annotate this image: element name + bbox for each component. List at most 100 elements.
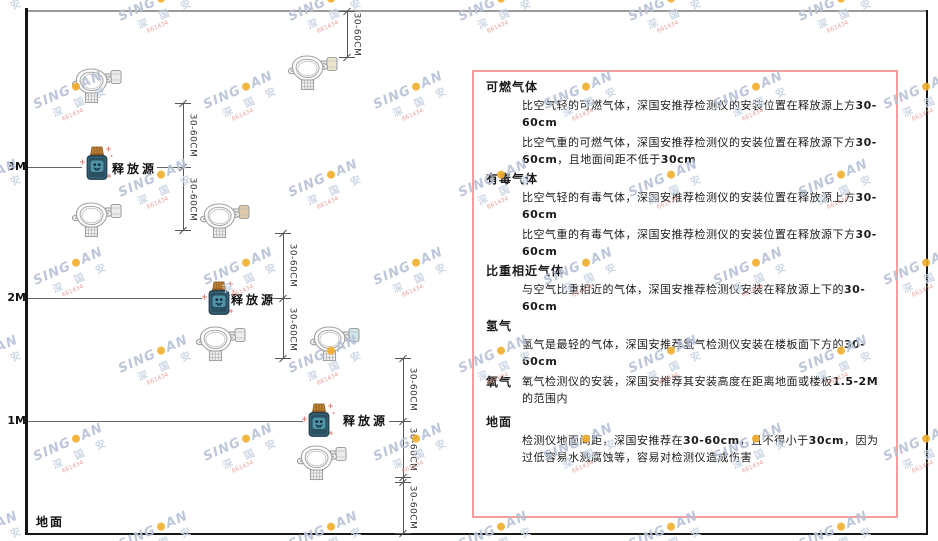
dimension-label: 30-60CM	[407, 367, 418, 412]
watermark-brand: SINGAN	[0, 332, 21, 356]
brand-dot-icon	[835, 0, 847, 5]
watermark-cn: 深 国 安	[646, 0, 708, 32]
brand-dot-icon	[665, 521, 677, 533]
section-paragraph: 氧气检测仪的安装，深国安推荐其安装高度在距离地面或楼板1.5-2M的范围内	[522, 375, 879, 405]
dimension-label: 30-60CM	[287, 307, 298, 352]
release-source-icon	[80, 145, 114, 183]
section-paragraph: 比空气重的可燃气体，深国安推荐检测仪的安装位置在释放源下方30-60cm，且地面…	[522, 136, 877, 166]
axis-label-1m: 1M	[7, 414, 26, 427]
release-source-label: 释放源	[343, 414, 389, 428]
brand-dot-icon	[410, 257, 422, 269]
brand-dot-icon	[495, 0, 507, 5]
watermark-code: 661434	[145, 371, 170, 387]
gas-detector-icon	[309, 322, 362, 362]
watermark-brand: SINGAN	[626, 0, 702, 25]
watermark-brand: SINGAN	[456, 0, 532, 25]
watermark-code: 661434	[60, 459, 85, 475]
watermark-brand: SINGAN	[371, 68, 446, 113]
brand-dot-icon	[325, 521, 337, 533]
watermark-brand: SINGAN	[0, 508, 21, 532]
section-similar-density-gas: 比重相近气体 与空气比重相近的气体，深国安推荐检测仪安装在释放源上下的30-60…	[486, 263, 884, 315]
info-panel: 可燃气体 比空气轻的可燃气体，深国安推荐检测仪的安装位置在释放源上方30-60c…	[472, 70, 898, 518]
brand-dot-icon	[155, 345, 167, 357]
brand-dot-icon	[495, 521, 507, 533]
watermark-brand: SINGAN	[116, 508, 191, 541]
brand-dot-icon	[835, 521, 847, 533]
watermark-cn: 深 国 安	[0, 0, 28, 32]
watermark-code: 661434	[315, 371, 340, 387]
release-source-label: 释放源	[231, 293, 277, 307]
watermark-brand: SINGAN	[286, 156, 361, 201]
dimension-label: 30-60CM	[287, 243, 298, 288]
watermark-cn: 深 国 安	[51, 436, 113, 472]
section-heading: 比重相近气体	[486, 264, 565, 278]
brand-dot-icon	[240, 81, 252, 93]
watermark-cn: 深 国 安	[0, 521, 27, 541]
watermark-brand: SINGAN	[31, 244, 106, 289]
section-heading: 氢气	[486, 319, 513, 333]
dimension-label: 30-60CM	[407, 485, 418, 530]
section-paragraph: 比空气重的有毒气体，深国安推荐检测仪的安装位置在释放源下方30-60cm	[522, 228, 877, 258]
watermark-cn: 深 国 安	[0, 172, 28, 208]
release-source-icon	[302, 402, 336, 440]
section-oxygen: 氧气 氧气检测仪的安装，深国安推荐其安装高度在距离地面或楼板1.5-2M的范围内	[486, 373, 884, 410]
axis-label-3m: 3M	[7, 160, 26, 173]
watermark-cn: 深 国 安	[901, 437, 938, 472]
right-border-line	[926, 10, 928, 535]
brand-dot-icon	[665, 0, 677, 5]
gas-detector-icon	[71, 64, 124, 104]
gas-detector-icon	[71, 198, 124, 238]
watermark-code: 661434	[315, 195, 340, 211]
section-paragraph: 与空气比重相近的气体，深国安推荐检测仪安装在释放源上下的30-60cm	[522, 283, 866, 313]
gas-detector-icon	[287, 51, 340, 91]
watermark-code: 661434	[910, 107, 935, 123]
watermark-cn: 深 国 安	[51, 260, 113, 296]
wall-axis-line	[25, 8, 28, 535]
watermark-brand: SINGAN	[116, 0, 192, 25]
watermark-brand: SINGAN	[796, 0, 872, 25]
section-heading: 地面	[486, 415, 513, 429]
watermark-code: 661434	[60, 283, 85, 299]
section-paragraph: 检测仪地面间距，深国安推荐在30-60cm，且不得小于30cm，因为过低容易水溅…	[522, 434, 879, 464]
ground-line	[25, 533, 928, 535]
watermark-cn: 深 国 安	[306, 172, 368, 208]
height-guide-line	[28, 421, 303, 422]
height-guide-line	[157, 167, 183, 168]
section-ground: 地面 检测仪地面间距，深国安推荐在30-60cm，且不得小于30cm，因为过低容…	[486, 414, 884, 466]
brand-dot-icon	[325, 0, 337, 5]
section-paragraph: 氢气是最轻的气体，深国安推荐氢气检测仪安装在楼板面下方的30-60cm	[522, 338, 866, 368]
dimension-line	[403, 358, 404, 533]
brand-dot-icon	[70, 257, 82, 269]
watermark-brand: SINGAN	[0, 0, 22, 25]
watermark-cn: 深 国 安	[305, 521, 367, 541]
watermark-cn: 深 国 安	[645, 521, 707, 541]
dimension-label: 30-60CM	[187, 113, 198, 158]
watermark-code: 661434	[230, 107, 255, 123]
watermark-code: 661434	[230, 459, 255, 475]
brand-dot-icon	[70, 433, 82, 445]
watermark-code: 661434	[400, 283, 425, 299]
brand-dot-icon	[240, 257, 252, 269]
section-heading: 有毒气体	[486, 172, 539, 186]
section-heading: 氧气	[486, 375, 513, 389]
gas-detector-icon	[195, 322, 248, 362]
brand-dot-icon	[155, 0, 167, 5]
ceiling-line	[27, 10, 928, 12]
brand-dot-icon	[155, 521, 167, 533]
section-hydrogen: 氢气 氢气是最轻的气体，深国安推荐氢气检测仪安装在楼板面下方的30-60cm	[486, 318, 884, 370]
watermark-cn: 深 国 安	[0, 348, 28, 384]
section-flammable-gas: 可燃气体 比空气轻的可燃气体，深国安推荐检测仪的安装位置在释放源上方30-60c…	[486, 79, 884, 168]
watermark-cn: 深 国 安	[901, 85, 938, 120]
gas-detector-icon	[199, 199, 252, 239]
dimension-label: 30-60CM	[187, 177, 198, 222]
